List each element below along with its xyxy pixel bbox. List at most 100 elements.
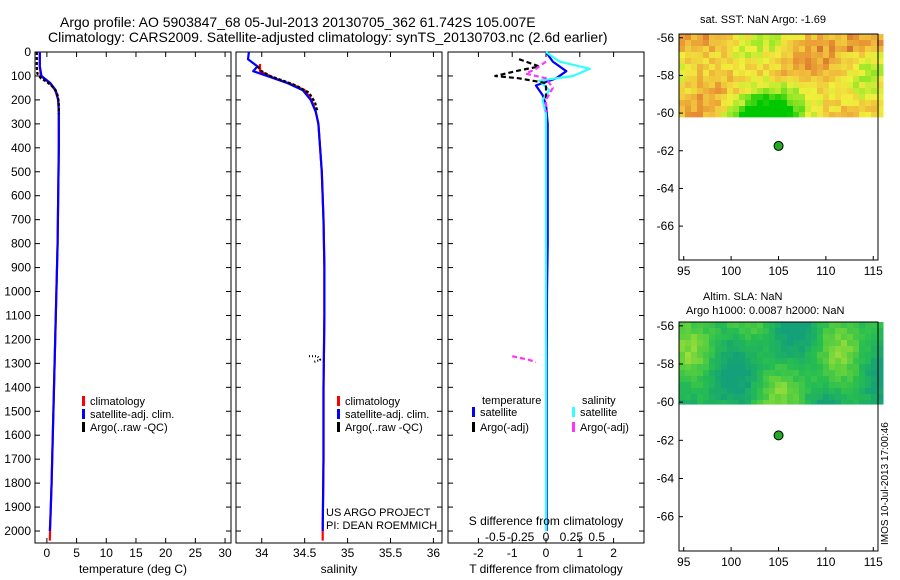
sla-map-cell [829, 388, 836, 395]
sla-map-ytick-label: -60 [657, 395, 675, 409]
sla-map-cell [769, 340, 776, 347]
sst-map-cell [823, 112, 830, 118]
salinity-series-satellite-adj-clim- [246, 51, 326, 532]
sla-map-cell [823, 346, 830, 353]
sst-map-cell [847, 88, 854, 95]
sla-map-cell [871, 352, 878, 359]
sst-map-cell [745, 46, 752, 53]
salinity-xtick-label: 34.5 [293, 546, 317, 560]
sla-map-cell [823, 328, 830, 335]
sst-map-cell [847, 40, 854, 47]
sst-map-cell [877, 58, 884, 65]
sst-map-cell [805, 112, 812, 118]
sst-map-cell [829, 70, 836, 77]
sla-map-cell [709, 376, 716, 383]
depth-tick-label: 2000 [4, 524, 31, 538]
sla-map-cell [739, 328, 746, 335]
sla-map-cell [733, 388, 740, 395]
sst-map-cell [811, 58, 818, 65]
sst-map-cell [781, 64, 788, 71]
sst-map-cell [739, 64, 746, 71]
sla-map-cell [805, 364, 812, 371]
sla-map-cell [871, 376, 878, 383]
sla-map-cell [871, 394, 878, 401]
sst-map-cell [745, 100, 752, 107]
difference-series-temperature-argo-adj- [494, 58, 548, 100]
sst-map-cell [757, 88, 764, 95]
sst-map-cell [757, 100, 764, 107]
salinity-xtick-label: 36 [427, 546, 441, 560]
sst-map-cell [733, 52, 740, 59]
sst-map-cell [835, 46, 842, 53]
sst-map-cell [865, 94, 872, 101]
sla-map-cell [745, 370, 752, 377]
sla-map-cell [835, 358, 842, 365]
sla-map-cell [745, 334, 752, 341]
sst-map-cell [829, 100, 836, 107]
sst-map-cell [865, 112, 872, 118]
sst-map-cell [877, 94, 884, 101]
sla-map-cell [751, 370, 758, 377]
sst-map-cell [691, 46, 698, 53]
sla-map-cell [727, 322, 734, 329]
sla-map-cell [739, 388, 746, 395]
sst-map-cell [715, 76, 722, 83]
sst-map-cell [793, 40, 800, 47]
sla-map-cell [751, 340, 758, 347]
sla-map-cell [715, 340, 722, 347]
sst-map-cell [679, 106, 686, 113]
sst-map-cell [871, 88, 878, 95]
sst-map-cell [697, 64, 704, 71]
sst-map-cell [721, 82, 728, 89]
sla-map-cell [799, 376, 806, 383]
sst-map-cell [679, 82, 686, 89]
sst-map-cell [775, 70, 782, 77]
temperature-series-argo-raw-qc- [35, 52, 60, 115]
sst-map-cell [817, 94, 824, 101]
sst-map-cell [685, 94, 692, 101]
sst-map-cell [859, 58, 866, 65]
sla-map-cell [685, 322, 692, 329]
sla-map-cell [691, 340, 698, 347]
sla-map-cell [751, 364, 758, 371]
salinity-xtick-label: 35.5 [379, 546, 403, 560]
sla-map-cell [715, 364, 722, 371]
sst-map-cell [817, 70, 824, 77]
sst-map-cell [739, 34, 746, 41]
sst-map-cell [745, 58, 752, 65]
sla-map-cell [715, 382, 722, 389]
sla-map-cell [847, 376, 854, 383]
sst-map-cell [871, 34, 878, 41]
sst-map-cell [769, 100, 776, 107]
sst-map-cell [859, 106, 866, 113]
sst-map-cell [787, 82, 794, 89]
sla-map-cell [733, 358, 740, 365]
sla-map-cell [823, 322, 830, 329]
sla-map-cell [745, 394, 752, 401]
sst-map-cell [715, 52, 722, 59]
sst-map-cell [679, 34, 686, 41]
sst-map-cell [739, 100, 746, 107]
sst-map-cell [775, 100, 782, 107]
sla-map-cell [703, 340, 710, 347]
sst-map-cell [775, 58, 782, 65]
sla-map-cell [745, 322, 752, 329]
sla-map-cell [757, 388, 764, 395]
sst-map-cell [787, 34, 794, 41]
sst-map-cell [799, 34, 806, 41]
sla-map-cell [865, 358, 872, 365]
sla-map-ytick-label: -62 [657, 433, 675, 447]
sst-map-cell [769, 34, 776, 41]
sst-map-ytick-label: -58 [657, 68, 675, 82]
depth-tick-label: 700 [11, 213, 31, 227]
sst-map-cell [763, 112, 770, 118]
sst-map-cell [727, 64, 734, 71]
sst-map-cell [877, 70, 884, 77]
sst-map-cell [865, 70, 872, 77]
sst-map-cell [799, 40, 806, 47]
sla-map-cell [691, 328, 698, 335]
sla-map-cell [721, 340, 728, 347]
sla-map-cell [799, 358, 806, 365]
sst-map-cell [697, 40, 704, 47]
sst-map-cell [769, 52, 776, 59]
